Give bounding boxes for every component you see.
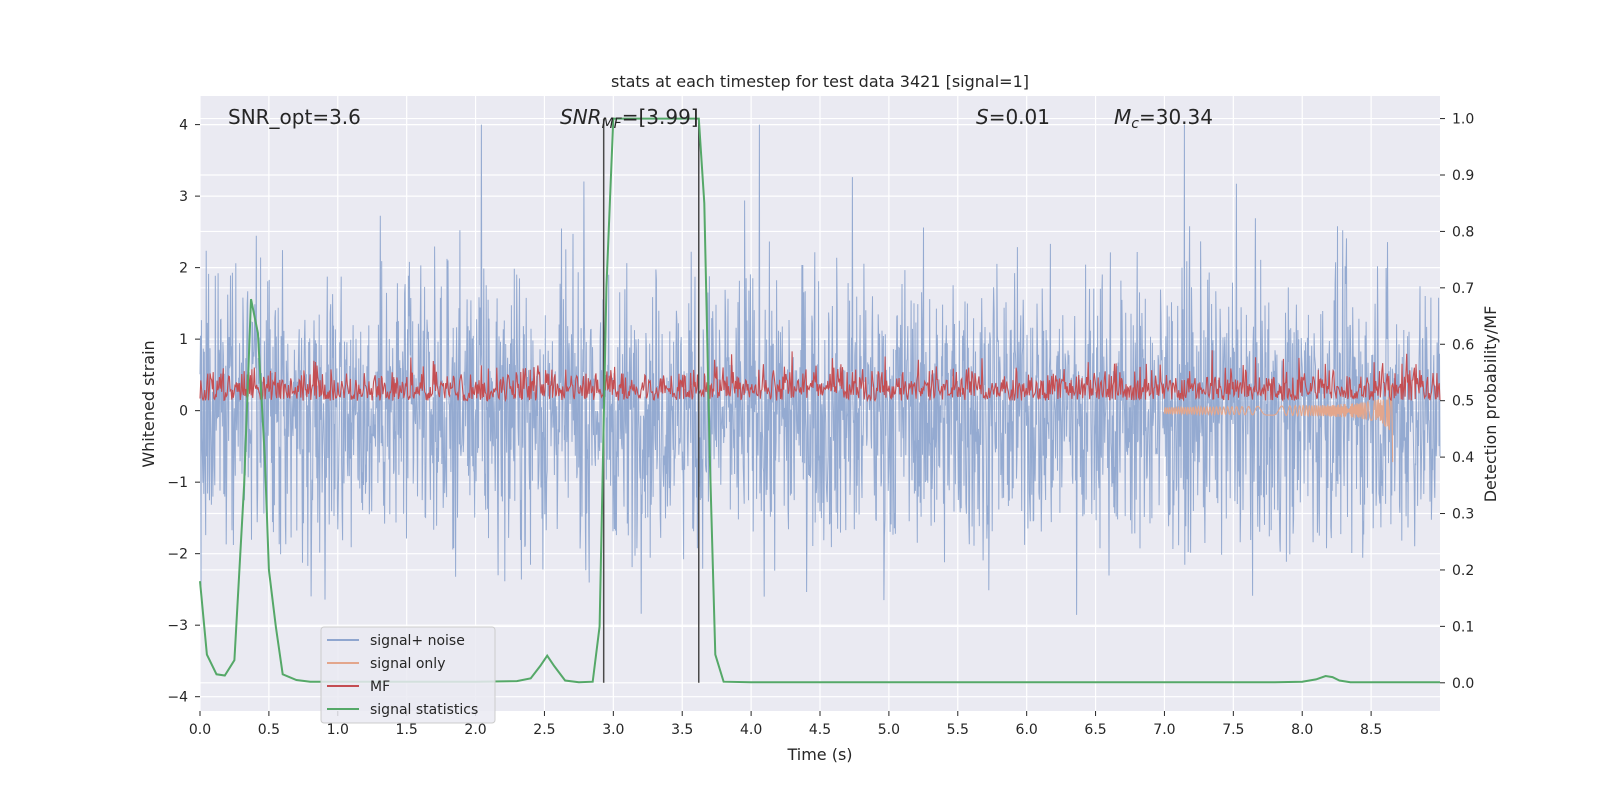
mf-line (199, 350, 1441, 403)
y-left-tick-label: 0 (179, 404, 188, 420)
x-tick-label: 7.0 (1153, 722, 1175, 738)
x-tick-label: 4.5 (809, 722, 831, 738)
y-left-tick-label: 3 (179, 189, 188, 205)
annotation-s: S=0.01 (976, 105, 1050, 129)
y-left-tick-label: −4 (167, 690, 188, 706)
annotation-mc-subscript: c (1131, 116, 1139, 132)
legend-box (320, 626, 496, 724)
annotation-s-symbol: S (976, 105, 989, 129)
mf-series (199, 350, 1441, 403)
y-left-tick-label: 4 (179, 118, 188, 134)
y-right-axis-label: Detection probability/MF (1481, 306, 1500, 503)
annotation-snr-symbol: SNR (560, 105, 602, 129)
signal-statistics-series (199, 117, 1440, 684)
x-tick-labels: 0.0 0.5 1.0 1.5 2.0 2.5 3.0 3.5 4.0 4.5 5.0 5.5 6.0 6… (189, 711, 1382, 738)
x-tick-label: 1.5 (396, 722, 418, 738)
annotation-snr-value: =[3.99] (622, 105, 699, 129)
y-right-tick-label: 0.7 (1452, 281, 1474, 297)
legend-label-signal-only: signal only (370, 656, 445, 672)
legend: signal+ noise signal only MF signal stat… (320, 626, 496, 724)
x-tick-label: 7.5 (1222, 722, 1244, 738)
x-tick-label: 5.0 (878, 722, 900, 738)
x-tick-label: 6.5 (1084, 722, 1106, 738)
x-tick-label: 5.5 (947, 722, 969, 738)
chart-title: stats at each timestep for test data 342… (611, 72, 1029, 91)
annotation-mc-symbol: M (1114, 105, 1131, 129)
x-tick-label: 3.0 (602, 722, 624, 738)
y-right-tick-label: 0.1 (1452, 619, 1474, 635)
y-left-axis-label: Whitened strain (139, 340, 158, 467)
annotation-snr-subscript: MF (602, 116, 623, 132)
y-left-tick-label: 2 (179, 261, 188, 277)
x-tick-label: 1.0 (327, 722, 349, 738)
y-left-tick-label: −3 (167, 618, 188, 634)
x-tick-label: 6.0 (1016, 722, 1038, 738)
y-right-tick-label: 0.6 (1452, 337, 1474, 353)
annotation-mc: Mc=30.34 (1114, 105, 1213, 132)
x-tick-label: 0.5 (258, 722, 280, 738)
signal-statistics-line (199, 117, 1440, 684)
annotation-snr-opt: SNR_opt=3.6 (228, 105, 361, 129)
signal-plus-noise-series (199, 124, 1441, 615)
x-tick-label: 0.0 (189, 722, 211, 738)
y-right-tick-label: 0.0 (1452, 676, 1474, 692)
y-right-tick-label: 0.8 (1452, 224, 1474, 240)
y-left-tick-label: −1 (167, 475, 188, 491)
x-tick-label: 2.0 (464, 722, 486, 738)
annotation-s-value: =0.01 (989, 105, 1050, 129)
legend-label-signal-statistics: signal statistics (370, 702, 478, 718)
y-left-tick-label: 1 (179, 332, 188, 348)
y-right-tick-labels: 1.0 0.9 0.8 0.7 0.6 0.5 0.4 0.3 0.2 0.1 0.0 (1440, 112, 1474, 692)
annotation-snr-mf: SNRMF=[3.99] (560, 105, 699, 132)
legend-label-mf: MF (370, 679, 390, 695)
y-right-tick-label: 0.3 (1452, 507, 1474, 523)
signal-only-series (1163, 384, 1394, 463)
y-left-tick-labels: 4 3 2 1 0 −1 −2 −3 −4 (167, 118, 200, 706)
x-tick-label: 2.5 (533, 722, 555, 738)
y-left-tick-label: −2 (167, 547, 188, 563)
x-tick-label: 3.5 (671, 722, 693, 738)
x-axis-label: Time (s) (786, 745, 852, 764)
annotation-mc-value: =30.34 (1139, 105, 1213, 129)
x-tick-label: 8.0 (1291, 722, 1313, 738)
y-right-tick-label: 0.2 (1452, 563, 1474, 579)
y-right-tick-label: 1.0 (1452, 112, 1474, 128)
x-tick-label: 4.0 (740, 722, 762, 738)
legend-label-signal-plus-noise: signal+ noise (370, 633, 465, 649)
signal-only-line (1163, 384, 1394, 463)
signal-plus-noise-line (199, 124, 1441, 615)
x-tick-label: 8.5 (1360, 722, 1382, 738)
y-right-tick-label: 0.9 (1452, 168, 1474, 184)
y-right-tick-label: 0.4 (1452, 450, 1474, 466)
y-right-tick-label: 0.5 (1452, 394, 1474, 410)
